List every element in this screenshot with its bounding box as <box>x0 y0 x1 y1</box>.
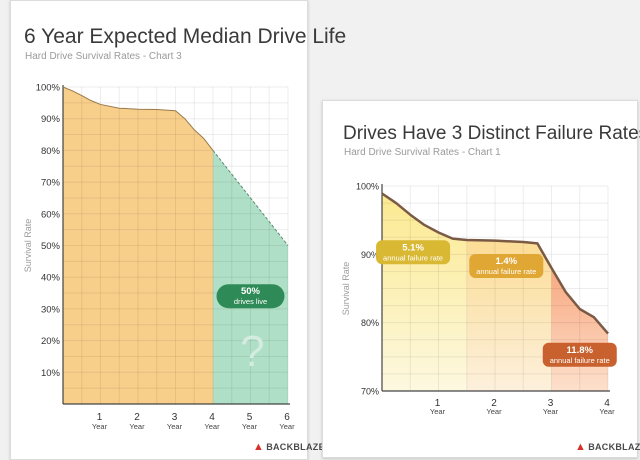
annotation-value: 11.8% <box>567 345 594 356</box>
x-tick-label: 1 <box>435 398 441 409</box>
y-tick-label: 70% <box>41 178 61 189</box>
x-tick-unit: Year <box>167 422 183 431</box>
annotation-text: annual failure rate <box>550 356 610 365</box>
x-tick-label: 3 <box>548 398 554 409</box>
annotation-pill <box>542 342 617 367</box>
x-tick-label: 6 <box>284 412 290 423</box>
y-tick-label: 40% <box>41 273 61 284</box>
flame-icon: ▲ <box>575 441 587 453</box>
y-tick-label: 60% <box>41 209 61 220</box>
x-tick-label: 1 <box>97 412 103 423</box>
annotation-pill <box>376 240 451 265</box>
annotation-pill <box>216 284 285 309</box>
y-tick-label: 20% <box>41 336 61 347</box>
y-tick-label: 30% <box>41 304 61 315</box>
annotation-value: 50% <box>241 286 261 297</box>
x-tick-unit: Year <box>543 407 559 416</box>
flame-icon: ▲ <box>253 441 265 453</box>
chart-title: Drives Have 3 Distinct Failure Rates <box>343 123 640 144</box>
x-tick-unit: Year <box>92 422 108 431</box>
x-tick-unit: Year <box>204 422 220 431</box>
x-tick-unit: Year <box>430 407 446 416</box>
x-tick-label: 2 <box>134 412 140 423</box>
survival-chart-svg: 70%80%90%100%1Year2Year3Year4YearSurviva… <box>341 182 617 416</box>
backblaze-logo: ▲BACKBLAZE <box>575 441 640 453</box>
y-tick-label: 10% <box>41 368 61 379</box>
y-axis-label: Survival Rate <box>23 219 33 273</box>
x-tick-label: 2 <box>491 398 497 409</box>
annotation-value: 5.1% <box>402 242 424 253</box>
x-tick-unit: Year <box>279 422 295 431</box>
logo-text: BACKBLAZE <box>588 442 640 452</box>
chart-card-drive-life: 6 Year Expected Median Drive Life Hard D… <box>10 0 346 460</box>
y-tick-label: 50% <box>41 241 61 252</box>
annotation-text: annual failure rate <box>476 267 536 276</box>
y-tick-label: 100% <box>356 182 379 192</box>
x-tick-label: 5 <box>247 412 253 423</box>
y-tick-label: 90% <box>41 114 61 125</box>
y-tick-label: 70% <box>361 387 379 397</box>
projected-area <box>213 150 288 404</box>
y-tick-label: 100% <box>36 83 61 94</box>
chart-subtitle: Hard Drive Survival Rates - Chart 1 <box>344 147 501 158</box>
annotation-value: 1.4% <box>495 256 517 267</box>
annotation-text: annual failure rate <box>383 253 443 262</box>
chart-title: 6 Year Expected Median Drive Life <box>24 25 347 48</box>
x-tick-label: 4 <box>604 398 610 409</box>
y-tick-label: 80% <box>361 318 379 328</box>
y-axis-label: Survival Rate <box>341 262 351 316</box>
unknown-question-mark: ? <box>240 327 264 376</box>
survival-line <box>381 192 609 335</box>
y-tick-label: 80% <box>41 146 61 157</box>
x-tick-unit: Year <box>486 407 502 416</box>
annotation-pill <box>469 253 544 278</box>
chart-subtitle: Hard Drive Survival Rates - Chart 3 <box>25 51 182 62</box>
x-tick-label: 4 <box>209 412 215 423</box>
survival-chart-svg: 10%20%30%40%50%60%70%80%90%100%1Year2Yea… <box>23 83 295 432</box>
backblaze-logo: ▲BACKBLAZE <box>253 441 325 453</box>
projected-line <box>212 150 289 246</box>
x-tick-unit: Year <box>242 422 258 431</box>
chart-card-failure-rates: Drives Have 3 Distinct Failure Rates Har… <box>322 100 640 458</box>
observed-area <box>63 87 213 404</box>
annotation-text: drives live <box>234 297 267 306</box>
x-tick-label: 3 <box>172 412 178 423</box>
survival-line <box>62 86 214 151</box>
y-tick-label: 90% <box>361 250 379 260</box>
x-tick-unit: Year <box>129 422 145 431</box>
logo-text: BACKBLAZE <box>266 442 325 452</box>
x-tick-unit: Year <box>599 407 615 416</box>
